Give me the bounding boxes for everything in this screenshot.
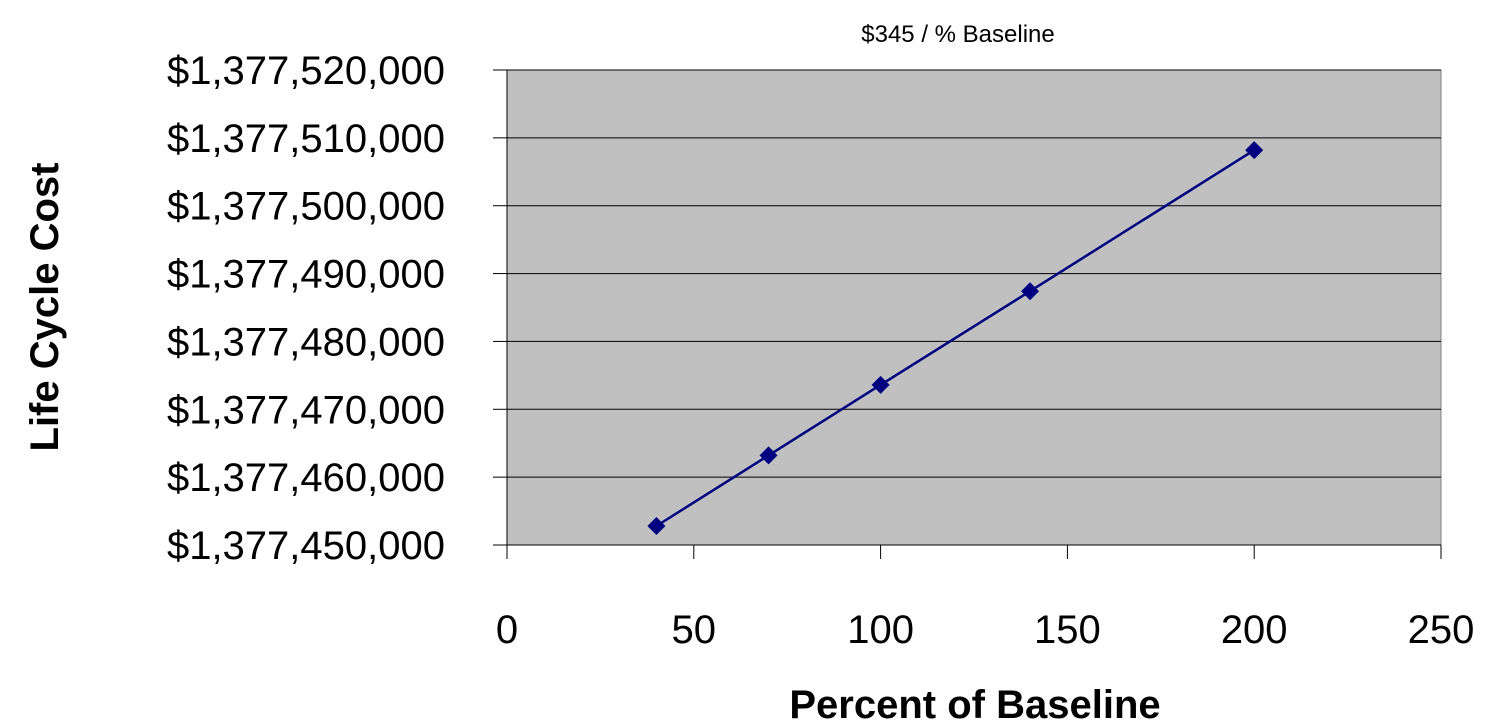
x-axis-ticks: 0 50 100 150 200 250	[496, 545, 1475, 652]
x-tick-label: 50	[672, 608, 717, 652]
y-tick-label: $1,377,450,000	[167, 524, 445, 568]
data-point	[759, 446, 778, 465]
y-tick-label: $1,377,510,000	[167, 117, 445, 161]
chart-annotation: $345 / % Baseline	[861, 21, 1054, 48]
axes	[506, 70, 1441, 546]
x-tick-label: 150	[1034, 608, 1101, 652]
y-tick-label: $1,377,500,000	[167, 185, 445, 229]
data-point	[871, 375, 890, 394]
y-tick-label: $1,377,520,000	[167, 49, 445, 93]
data-series	[647, 141, 1264, 535]
data-point	[1021, 282, 1040, 301]
y-tick-label: $1,377,480,000	[167, 320, 445, 364]
x-axis-title: Percent of Baseline	[789, 683, 1160, 725]
x-tick-label: 250	[1408, 608, 1475, 652]
y-tick-label: $1,377,490,000	[167, 253, 445, 297]
y-tick-label: $1,377,470,000	[167, 388, 445, 432]
y-axis-ticks: $1,377,450,000 $1,377,460,000 $1,377,470,0…	[167, 49, 507, 568]
y-tick-label: $1,377,460,000	[167, 456, 445, 500]
y-axis-title: Life Cycle Cost	[23, 163, 67, 452]
x-tick-label: 0	[496, 608, 518, 652]
plot-area	[506, 69, 1442, 546]
gridlines	[507, 69, 1441, 478]
x-tick-label: 100	[847, 608, 914, 652]
x-tick-label: 200	[1221, 608, 1288, 652]
data-point	[647, 517, 666, 535]
data-point	[1245, 141, 1264, 160]
